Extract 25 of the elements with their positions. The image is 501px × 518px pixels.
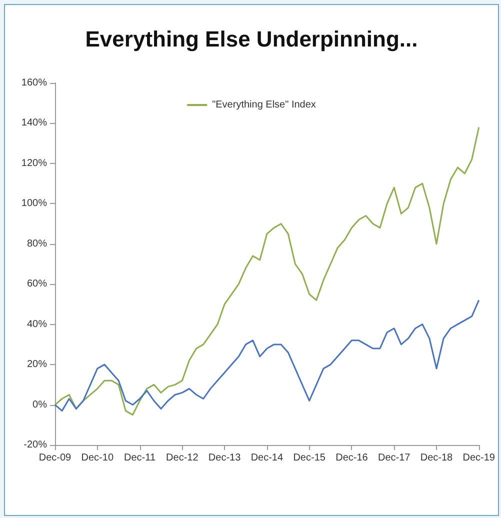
line-series bbox=[54, 299, 480, 412]
y-tick-label: 20% bbox=[26, 359, 48, 370]
y-tick-label: 40% bbox=[26, 318, 48, 330]
x-tick-label: Dec-13 bbox=[208, 452, 242, 464]
x-tick-label: Dec-19 bbox=[462, 452, 496, 464]
x-tick-label: Dec-12 bbox=[166, 452, 199, 464]
x-tick-label: Dec-18 bbox=[420, 452, 454, 464]
x-tick-label: Dec-15 bbox=[293, 452, 326, 464]
line-series bbox=[54, 126, 480, 416]
y-tick-label: 160% bbox=[21, 78, 48, 88]
y-tick-label: -20% bbox=[24, 440, 48, 450]
y-tick-label: 80% bbox=[26, 238, 48, 250]
y-tick-label: 0% bbox=[32, 399, 48, 410]
x-tick-label: Dec-09 bbox=[38, 452, 72, 464]
y-tick-label: 100% bbox=[21, 198, 48, 210]
x-tick-label: Dec-10 bbox=[81, 452, 114, 464]
legend-label: "Everything Else" Index bbox=[212, 100, 316, 110]
y-tick-label: 120% bbox=[21, 158, 48, 169]
chart-title: Everything Else Underpinning... bbox=[85, 26, 418, 52]
y-tick-label: 60% bbox=[26, 278, 48, 290]
y-tick-label: 140% bbox=[21, 118, 48, 129]
x-tick-label: Dec-14 bbox=[250, 452, 284, 464]
x-tick-label: Dec-17 bbox=[378, 452, 411, 464]
x-tick-label: Dec-16 bbox=[336, 452, 368, 464]
x-tick-label: Dec-11 bbox=[124, 452, 156, 464]
